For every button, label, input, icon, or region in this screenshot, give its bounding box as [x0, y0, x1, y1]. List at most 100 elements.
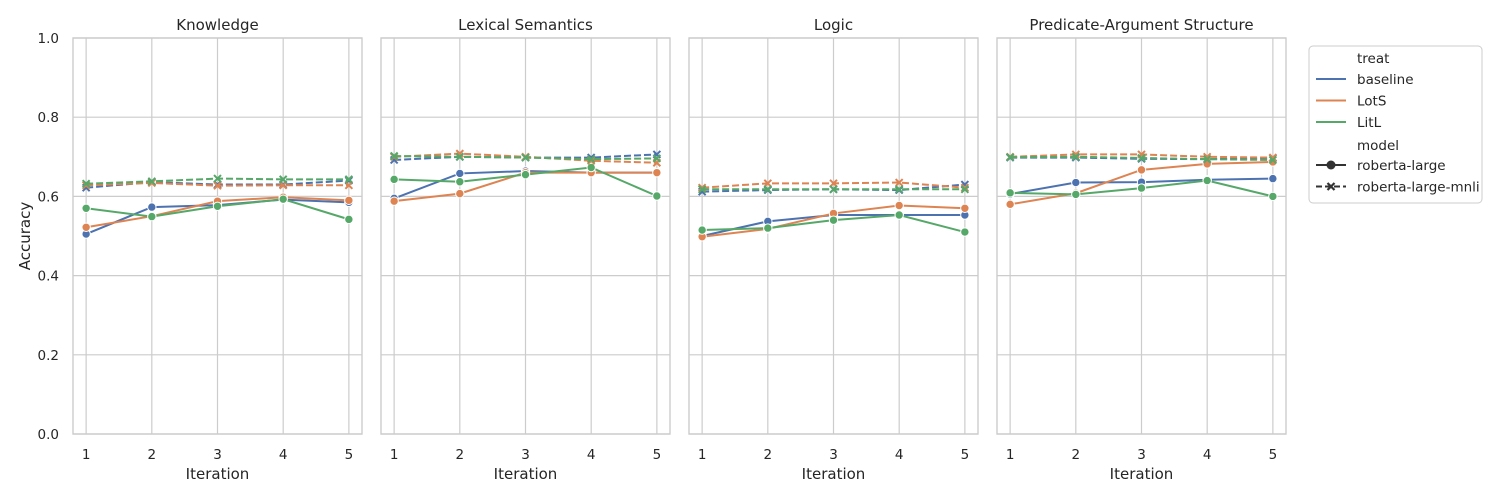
data-point: [652, 191, 662, 201]
x-tick-label: 1: [390, 447, 399, 463]
x-tick-label: 2: [456, 447, 465, 463]
data-point: [521, 153, 530, 162]
x-tick-label: 3: [521, 447, 530, 463]
data-point: [213, 174, 222, 183]
data-point: [344, 214, 354, 225]
panel-1: Lexical Semantics 1 2 3 4 5 Iteration: [380, 16, 671, 483]
data-point: [455, 168, 465, 179]
x-tick-label: 5: [345, 447, 354, 463]
panel-frame: [688, 37, 979, 435]
panel-title: Lexical Semantics: [458, 16, 593, 34]
data-point: [697, 225, 707, 235]
x-tick-label: 4: [895, 447, 904, 463]
data-point: [520, 169, 531, 180]
data-point: [652, 154, 662, 163]
data-point: [829, 185, 838, 194]
legend-marker-x: [1326, 182, 1336, 191]
y-tick-label: 0.8: [38, 110, 59, 126]
panel-title: Predicate-Argument Structure: [1029, 16, 1253, 34]
panel-frame: [72, 37, 363, 435]
data-point: [147, 177, 157, 186]
data-point: [828, 215, 839, 225]
data-point: [278, 194, 288, 204]
legend-box: [1308, 45, 1483, 204]
x-tick-label: 2: [764, 447, 773, 463]
data-point: [455, 152, 465, 162]
data-point: [763, 185, 773, 194]
data-point: [586, 154, 596, 164]
data-point: [1268, 173, 1278, 184]
legend-label-roberta-large: roberta-large: [1357, 158, 1446, 174]
x-tick-label: 2: [148, 447, 157, 463]
data-point: [389, 174, 399, 185]
legend-label-baseline: baseline: [1357, 72, 1414, 88]
data-point: [81, 203, 91, 213]
x-tick-label: 5: [653, 447, 662, 463]
panel-frame: [996, 37, 1287, 435]
data-point: [1071, 177, 1081, 188]
y-tick-label: 0.6: [38, 189, 59, 205]
panel-0: Knowledge 1 2 3 4 5 Iteration 0.0 0.2 0.4 0.6 0.8 1.…: [38, 16, 363, 483]
x-tick-label: 5: [1269, 447, 1278, 463]
data-point: [147, 202, 157, 212]
data-point: [894, 200, 904, 211]
y-tick-label: 1.0: [38, 31, 59, 47]
data-point: [763, 223, 773, 233]
data-point: [278, 175, 288, 184]
data-point: [652, 167, 662, 178]
legend-title-model: model: [1357, 138, 1399, 154]
legend-title-treat: treat: [1357, 51, 1389, 67]
data-point: [1005, 188, 1015, 198]
data-point: [212, 201, 223, 212]
y-axis-label: Accuracy: [16, 202, 34, 271]
data-point: [894, 210, 904, 220]
data-point: [1071, 152, 1081, 162]
data-point: [1137, 153, 1146, 163]
data-point: [960, 203, 970, 213]
data-point: [960, 185, 970, 194]
data-point: [344, 175, 354, 184]
panel-3: Predicate-Argument Structure 1 2 3 4 5 Iterati…: [996, 16, 1287, 483]
data-point: [81, 222, 91, 232]
x-tick-label: 4: [1203, 447, 1212, 463]
x-axis-label: Iteration: [186, 465, 250, 483]
data-point: [894, 185, 904, 194]
x-tick-label: 2: [1072, 447, 1081, 463]
data-point: [455, 188, 465, 199]
x-tick-label: 3: [1137, 447, 1146, 463]
data-point: [1136, 165, 1147, 175]
data-point: [960, 227, 970, 237]
x-axis-label: Iteration: [802, 465, 866, 483]
data-point: [894, 178, 904, 187]
panel-title: Logic: [814, 16, 853, 34]
data-point: [1005, 199, 1015, 210]
x-tick-label: 1: [698, 447, 707, 463]
data-point: [389, 151, 399, 161]
data-point: [1071, 189, 1081, 200]
data-point: [344, 195, 354, 206]
x-tick-label: 4: [587, 447, 596, 463]
panel-frame: [380, 37, 671, 435]
data-point: [147, 211, 157, 222]
data-point: [1202, 175, 1212, 186]
data-point: [1268, 191, 1278, 202]
x-tick-label: 4: [279, 447, 288, 463]
x-tick-label: 3: [213, 447, 222, 463]
x-tick-label: 5: [961, 447, 970, 463]
data-point: [1005, 152, 1015, 162]
legend-label-LotS: LotS: [1357, 94, 1386, 110]
legend-label-roberta-large-mnli: roberta-large-mnli: [1357, 180, 1480, 196]
panel-title: Knowledge: [176, 16, 258, 34]
data-point: [1136, 183, 1147, 193]
panel-2: Logic 1 2 3 4 5 Iteration: [688, 16, 979, 483]
x-tick-label: 1: [82, 447, 91, 463]
legend: treat baseline LotS LitL model roberta-large r…: [1308, 45, 1483, 204]
data-point: [1202, 154, 1212, 164]
x-tick-label: 1: [1006, 447, 1015, 463]
data-point: [586, 162, 596, 173]
data-point: [389, 196, 399, 206]
data-point: [213, 181, 222, 190]
data-point: [1268, 155, 1278, 165]
legend-marker-circle: [1326, 160, 1336, 170]
